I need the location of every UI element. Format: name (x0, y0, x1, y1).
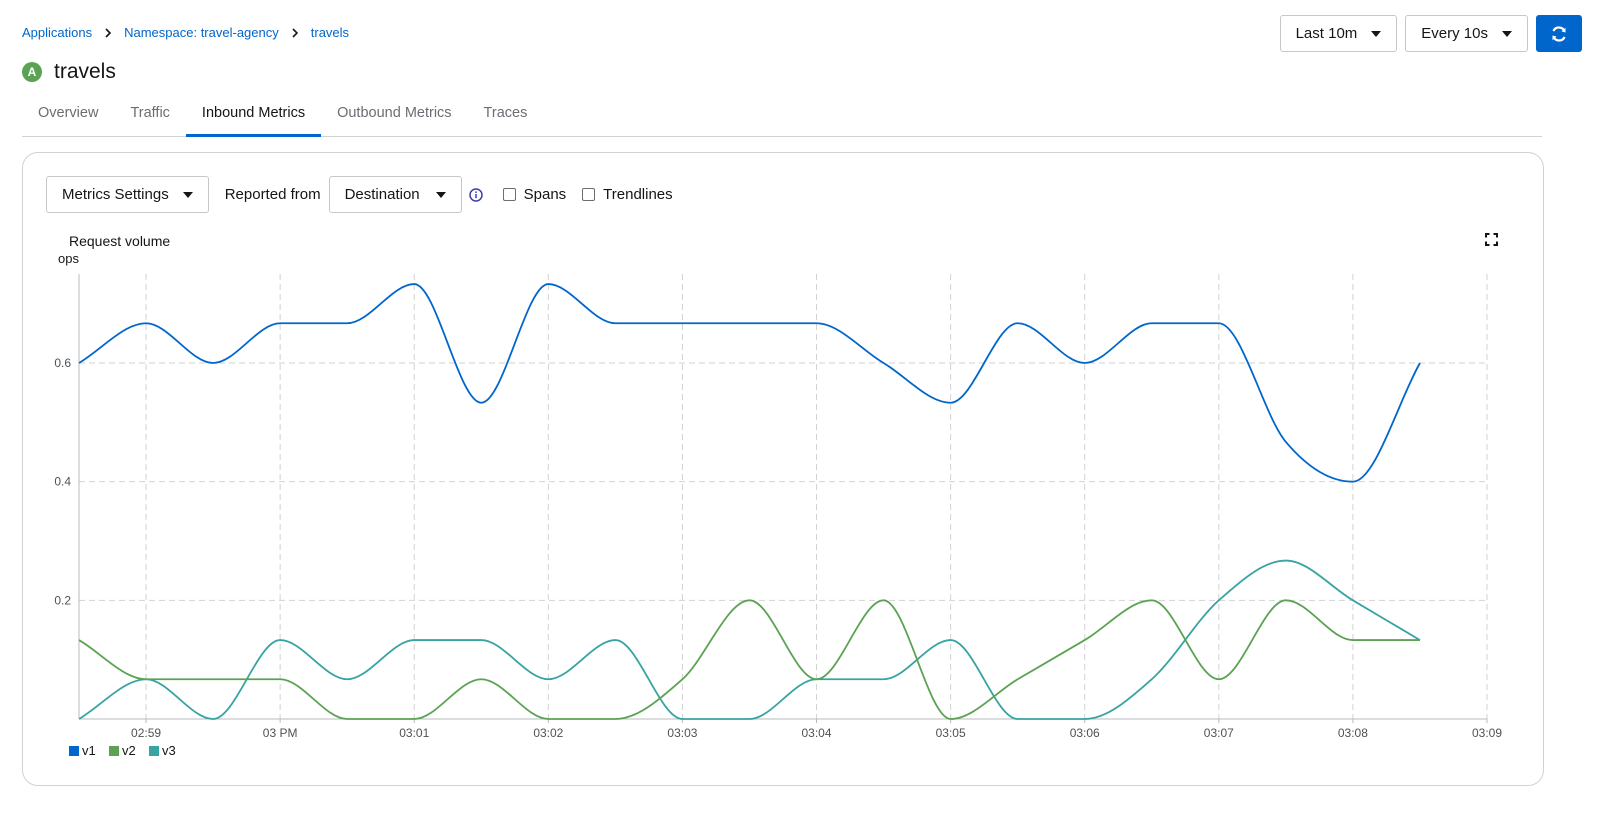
info-icon[interactable] (468, 187, 483, 202)
x-tick-label: 03:08 (1338, 726, 1368, 740)
x-tick-label: 03:09 (1472, 726, 1502, 740)
refresh-interval-label: Every 10s (1421, 25, 1488, 42)
expand-icon[interactable] (1485, 233, 1498, 246)
breadcrumb: Applications Namespace: travel-agency tr… (22, 25, 349, 40)
tab-traffic[interactable]: Traffic (130, 105, 170, 121)
tab-overview[interactable]: Overview (38, 105, 99, 121)
time-controls: Last 10m Every 10s (1279, 15, 1582, 52)
x-tick-label: 03 PM (263, 726, 298, 740)
reported-from-label: Reported from (224, 186, 321, 203)
refresh-button[interactable] (1536, 15, 1582, 52)
spans-checkbox-box[interactable] (502, 188, 516, 201)
metrics-settings-label: Metrics Settings (62, 186, 169, 203)
caret-down-icon (435, 191, 446, 198)
page-title: travels (54, 60, 116, 83)
metrics-panel: Metrics Settings Reported from Destinati… (22, 152, 1544, 786)
duration-label: Last 10m (1295, 25, 1358, 42)
x-tick-label: 03:05 (936, 726, 966, 740)
series-line-v1 (78, 283, 1421, 483)
caret-down-icon (1371, 30, 1382, 37)
page-header: A travels (22, 60, 116, 84)
y-tick-label: 0.4 (54, 475, 71, 489)
trendlines-checkbox[interactable]: Trendlines (582, 186, 673, 203)
legend-label-v2: v2 (122, 743, 136, 758)
x-tick-label: 03:06 (1070, 726, 1100, 740)
series-line-v3 (78, 559, 1421, 720)
chevron-right-icon (292, 27, 298, 38)
legend-swatch-v3 (149, 746, 159, 756)
caret-down-icon (1502, 30, 1512, 37)
legend-swatch-v2 (109, 746, 119, 756)
breadcrumb-applications[interactable]: Applications (22, 25, 93, 40)
refresh-interval-dropdown[interactable]: Every 10s (1405, 15, 1528, 52)
metrics-settings-dropdown[interactable]: Metrics Settings (46, 176, 209, 213)
breadcrumb-namespace[interactable]: Namespace: travel-agency (124, 25, 279, 40)
request-volume-chart: 0.2 0.4 0.6 02:59 03 PM 03:01 03:02 03:03 03:04 0… (54, 274, 1502, 758)
spans-checkbox[interactable]: Spans (502, 186, 567, 203)
metrics-toolbar: Metrics Settings Reported from Destinati… (46, 176, 673, 213)
x-tick-label: 03:02 (533, 726, 563, 740)
chart-y-unit: ops (58, 251, 79, 266)
tab-inbound-metrics[interactable]: Inbound Metrics (185, 100, 322, 137)
trendlines-checkbox-box[interactable] (582, 188, 596, 201)
x-tick-label: 02:59 (131, 726, 161, 740)
breadcrumb-app[interactable]: travels (310, 25, 350, 40)
series-line-v2 (78, 599, 1420, 720)
y-tick-label: 0.6 (54, 356, 71, 370)
reported-from-dropdown[interactable]: Destination (328, 176, 462, 213)
tab-traces[interactable]: Traces (483, 105, 528, 121)
legend-label-v3: v3 (162, 743, 176, 758)
x-tick-label: 03:04 (802, 726, 832, 740)
x-tick-label: 03:03 (667, 726, 697, 740)
x-tick-label: 03:01 (399, 726, 429, 740)
reported-from-value: Destination (344, 186, 420, 203)
tab-outbound-metrics[interactable]: Outbound Metrics (337, 105, 452, 121)
app-badge: A (22, 62, 42, 82)
sync-icon (1550, 25, 1568, 43)
duration-dropdown[interactable]: Last 10m (1279, 15, 1398, 52)
tab-bar: Overview Traffic Inbound Metrics Outboun… (22, 100, 1542, 137)
chevron-right-icon (105, 27, 112, 38)
trendlines-label: Trendlines (603, 186, 673, 203)
spans-label: Spans (523, 186, 567, 203)
legend-label-v1: v1 (82, 743, 96, 758)
x-tick-label: 03:07 (1204, 726, 1234, 740)
chart-title: Request volume (69, 233, 171, 249)
caret-down-icon (182, 191, 193, 198)
y-tick-label: 0.2 (54, 593, 71, 607)
legend-swatch-v1 (69, 746, 79, 756)
